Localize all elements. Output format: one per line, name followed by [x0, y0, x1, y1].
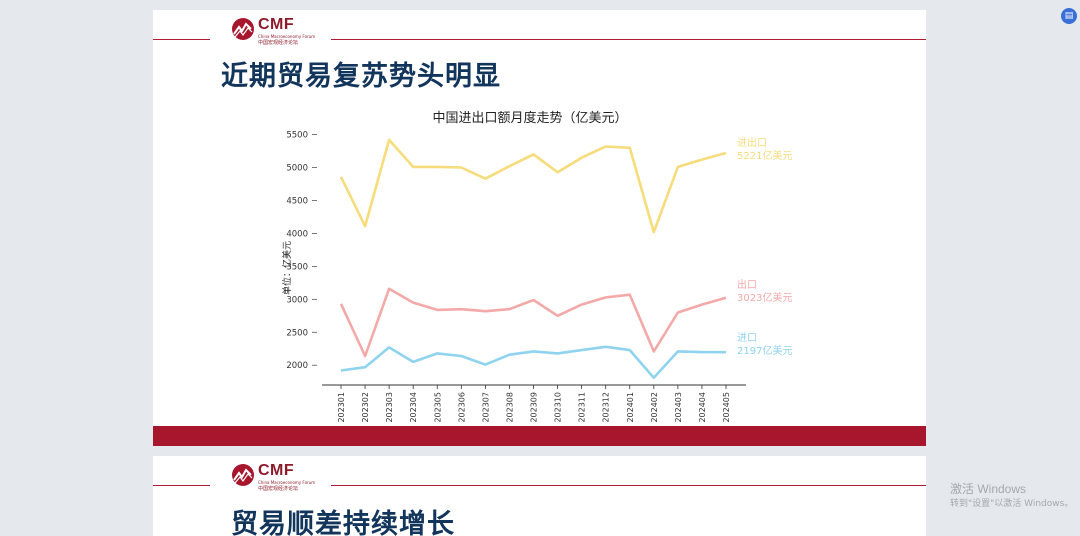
header-rule-left — [153, 485, 210, 486]
x-tick-label: 202404 — [698, 392, 707, 423]
x-tick-label: 202310 — [554, 392, 563, 423]
x-tick-label: 202301 — [337, 392, 346, 423]
x-tick-label: 202402 — [650, 392, 659, 423]
y-tick-label: 4500 — [286, 196, 308, 206]
y-axis-label: 单位：亿美元 — [281, 241, 293, 295]
logo-cn: 中国宏观经济论坛 — [258, 40, 299, 46]
x-tick-label: 202302 — [361, 392, 370, 423]
series-name-label: 进口 — [737, 332, 757, 344]
slide-1: CMF China Macroeconomy Forum 中国宏观经济论坛 近期… — [153, 10, 926, 446]
series-line-1 — [339, 287, 727, 358]
cmf-logo: CMF China Macroeconomy Forum 中国宏观经济论坛 — [231, 16, 327, 46]
x-tick-label: 202405 — [722, 392, 731, 423]
y-tick-label: 5000 — [286, 164, 308, 174]
footer-bar — [153, 426, 926, 446]
logo-cn: 中国宏观经济论坛 — [258, 486, 299, 492]
slide-title: 贸易顺差持续增长 — [231, 509, 455, 536]
y-tick-label: 4000 — [286, 229, 308, 239]
x-tick-label: 202312 — [602, 392, 611, 423]
x-tick-label: 202308 — [505, 392, 514, 423]
series-line-2 — [340, 345, 727, 380]
activate-windows-watermark: 激活 Windows — [950, 482, 1027, 496]
header-rule-right — [331, 485, 926, 486]
cmf-logo-icon — [232, 18, 254, 40]
activate-windows-hint: 转到"设置"以激活 Windows。 — [950, 499, 1074, 509]
header-rule-right — [331, 39, 926, 40]
trade-line-chart: 中国进出口额月度走势（亿美元） 2000 2500 3000 3500 4000 4500… — [281, 110, 792, 423]
slide-title: 近期贸易复苏势头明显 — [221, 61, 501, 92]
logo-subtitle: China Macroeconomy Forum — [258, 34, 316, 39]
page-icon[interactable]: ▤ — [1061, 8, 1077, 24]
x-tick-label: 202403 — [674, 392, 683, 423]
slide-2: CMF China Macroeconomy Forum 中国宏观经济论坛 贸易… — [153, 456, 926, 536]
header-rule-left — [153, 39, 210, 40]
y-tick-label: 2000 — [286, 361, 308, 371]
x-tick-label: 202307 — [481, 392, 490, 423]
series-name-label: 进出口 — [737, 136, 767, 149]
series-layer — [339, 138, 727, 380]
x-tick-label: 202309 — [530, 392, 539, 423]
x-tick-label: 202304 — [409, 392, 418, 423]
logo-subtitle: China Macroeconomy Forum — [258, 480, 316, 485]
logo-text: CMF — [258, 16, 295, 33]
x-tick-label: 202401 — [626, 392, 635, 423]
cmf-logo: CMF China Macroeconomy Forum 中国宏观经济论坛 — [231, 462, 327, 492]
x-tick-label: 202303 — [385, 392, 394, 423]
series-line-0 — [339, 138, 727, 234]
series-name-label: 出口 — [737, 278, 757, 291]
y-tick-label: 3500 — [286, 262, 308, 272]
logo-text: CMF — [258, 462, 295, 479]
series-value-label: 2197亿美元 — [737, 344, 792, 357]
x-axis: 202301 202302 202303 202304 202305 202306 2023… — [322, 384, 746, 423]
series-value-label: 5221亿美元 — [737, 149, 792, 162]
x-tick-label: 202305 — [433, 392, 442, 423]
y-axis: 2000 2500 3000 3500 4000 4500 5000 5500 — [286, 131, 317, 371]
y-tick-label: 3000 — [286, 295, 308, 305]
chart-title: 中国进出口额月度走势（亿美元） — [432, 110, 627, 126]
cmf-logo-icon — [232, 464, 254, 486]
x-tick-label: 202306 — [457, 392, 466, 423]
y-tick-label: 2500 — [286, 328, 308, 338]
series-value-label: 3023亿美元 — [737, 291, 792, 304]
y-tick-label: 5500 — [286, 131, 308, 141]
x-tick-label: 202311 — [578, 392, 587, 423]
